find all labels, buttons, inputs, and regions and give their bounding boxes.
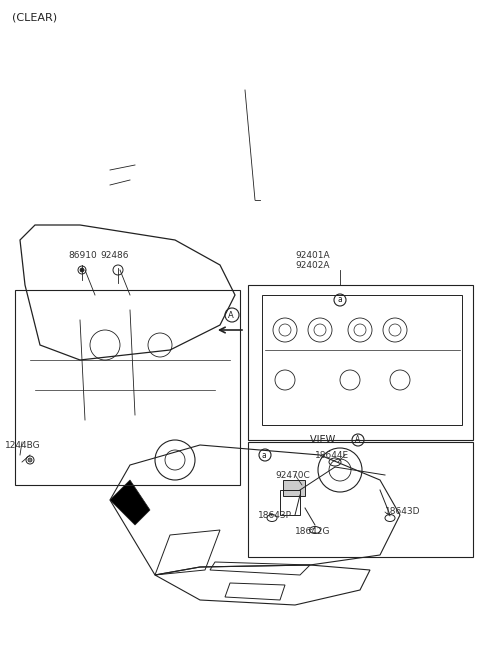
Text: 86910: 86910	[68, 250, 97, 259]
Bar	[15, 290, 240, 485]
Text: 18642G: 18642G	[295, 527, 331, 536]
Text: 18643D: 18643D	[385, 508, 420, 517]
Text: 18643P: 18643P	[258, 510, 292, 519]
Polygon shape	[110, 480, 150, 525]
Text: a: a	[262, 451, 267, 460]
Text: a: a	[337, 295, 342, 305]
Text: 18644E: 18644E	[315, 451, 349, 460]
Text: 92486: 92486	[100, 250, 129, 259]
Circle shape	[28, 458, 32, 462]
Bar	[283, 480, 305, 496]
Bar	[262, 295, 462, 425]
Bar	[248, 285, 473, 440]
Text: A: A	[228, 310, 234, 320]
Circle shape	[80, 268, 84, 272]
Text: 92401A: 92401A	[295, 250, 330, 259]
Text: A: A	[355, 436, 360, 445]
Text: 92402A: 92402A	[295, 261, 329, 269]
Text: 92470C: 92470C	[275, 470, 310, 479]
Text: VIEW: VIEW	[310, 435, 341, 445]
Text: (CLEAR): (CLEAR)	[12, 13, 57, 23]
Text: 1244BG: 1244BG	[5, 441, 41, 449]
Bar	[248, 442, 473, 557]
Bar	[280, 490, 300, 515]
